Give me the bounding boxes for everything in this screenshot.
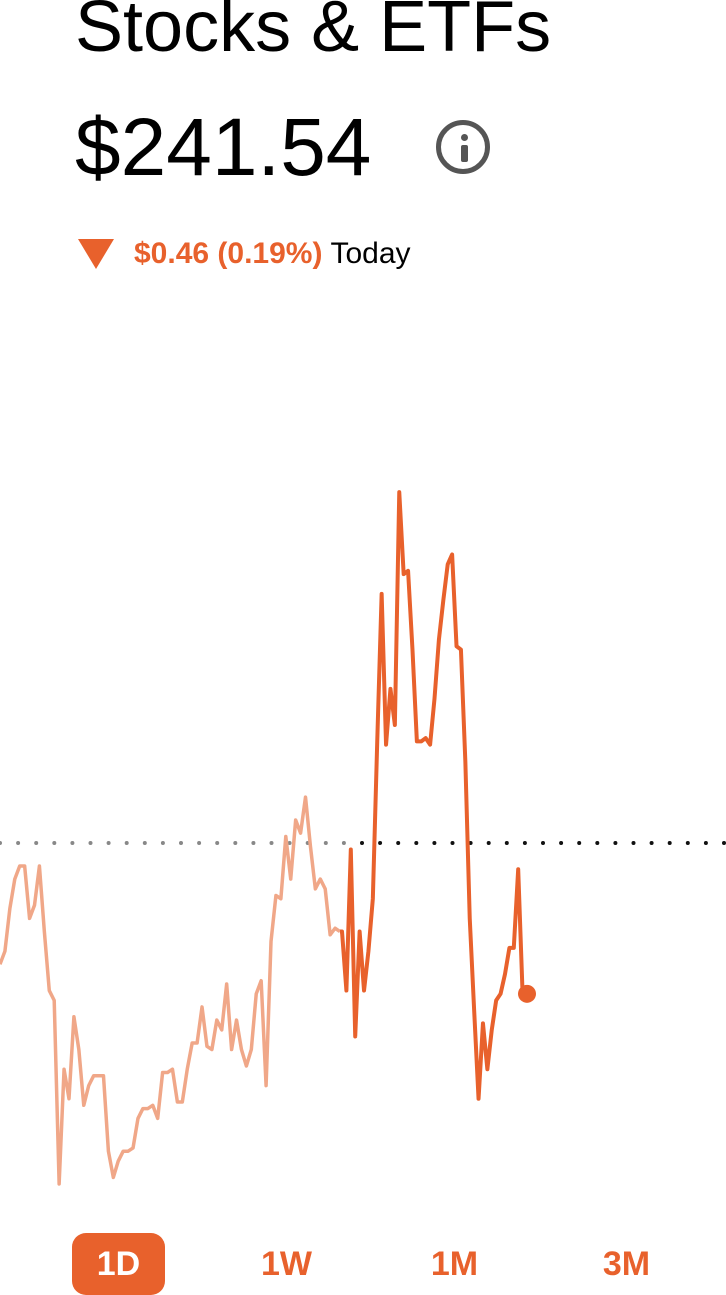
reference-line-dot	[341, 841, 346, 845]
reference-line-dot	[522, 841, 527, 845]
tab-3m[interactable]: 3M	[602, 1244, 651, 1283]
triangle-down-icon	[78, 239, 114, 269]
reference-line-dot	[613, 841, 618, 845]
reference-line-dot	[703, 841, 708, 845]
reference-line-dot	[378, 841, 383, 845]
reference-line-dot	[722, 841, 726, 845]
reference-line-dot	[70, 841, 75, 845]
reference-line-dot	[323, 841, 328, 845]
reference-line-dot	[142, 841, 147, 845]
reference-line-dot	[595, 841, 600, 845]
info-circle-icon[interactable]	[436, 120, 490, 174]
change-period: Today	[330, 237, 411, 270]
reference-line-dot	[667, 841, 672, 845]
reference-line-dot	[215, 841, 220, 845]
reference-line-dot	[269, 841, 274, 845]
reference-line-dot	[649, 841, 654, 845]
reference-line-dot	[197, 841, 202, 845]
reference-line-dot	[160, 841, 165, 845]
reference-line-dot	[251, 841, 256, 845]
reference-line-dot	[504, 841, 509, 845]
reference-line-dot	[52, 841, 57, 845]
reference-line-dot	[360, 841, 364, 845]
reference-line-dot	[287, 841, 292, 845]
portfolio-value: $241.54	[75, 102, 372, 193]
tab-1m[interactable]: 1M	[430, 1244, 479, 1283]
reference-line-dot	[233, 841, 238, 845]
today-series-line	[340, 490, 527, 1101]
reference-line-dot	[88, 841, 93, 845]
range-tabs: 1D 1W 1M 3M	[0, 1233, 726, 1295]
reference-line-dot	[559, 841, 564, 845]
tab-1w[interactable]: 1W	[261, 1244, 312, 1283]
daily-change: $0.46 (0.19%) Today	[78, 234, 411, 274]
change-amount: $0.46 (0.19%)	[134, 237, 323, 270]
current-value-marker	[518, 984, 536, 1003]
reference-line-dot	[577, 841, 582, 845]
reference-line-dot	[486, 841, 491, 845]
reference-line-dot	[106, 841, 111, 845]
reference-line-dot	[631, 841, 636, 845]
history-series-line	[0, 795, 341, 1186]
reference-line-dot	[0, 841, 2, 845]
reference-line-dot	[541, 841, 545, 845]
reference-line-dot	[179, 841, 183, 845]
reference-line-dot	[34, 841, 39, 845]
reference-line-dot	[414, 841, 419, 845]
reference-line-dot	[16, 841, 21, 845]
reference-line-dot	[432, 841, 437, 845]
reference-line-dot	[124, 841, 129, 845]
price-chart[interactable]	[0, 0, 726, 1220]
reference-line-dot	[450, 841, 455, 845]
reference-line-dot	[685, 841, 690, 845]
reference-line-dot	[396, 841, 401, 845]
page-title: Stocks & ETFs	[75, 0, 552, 67]
reference-line	[0, 841, 726, 845]
tab-1d[interactable]: 1D	[72, 1233, 165, 1295]
